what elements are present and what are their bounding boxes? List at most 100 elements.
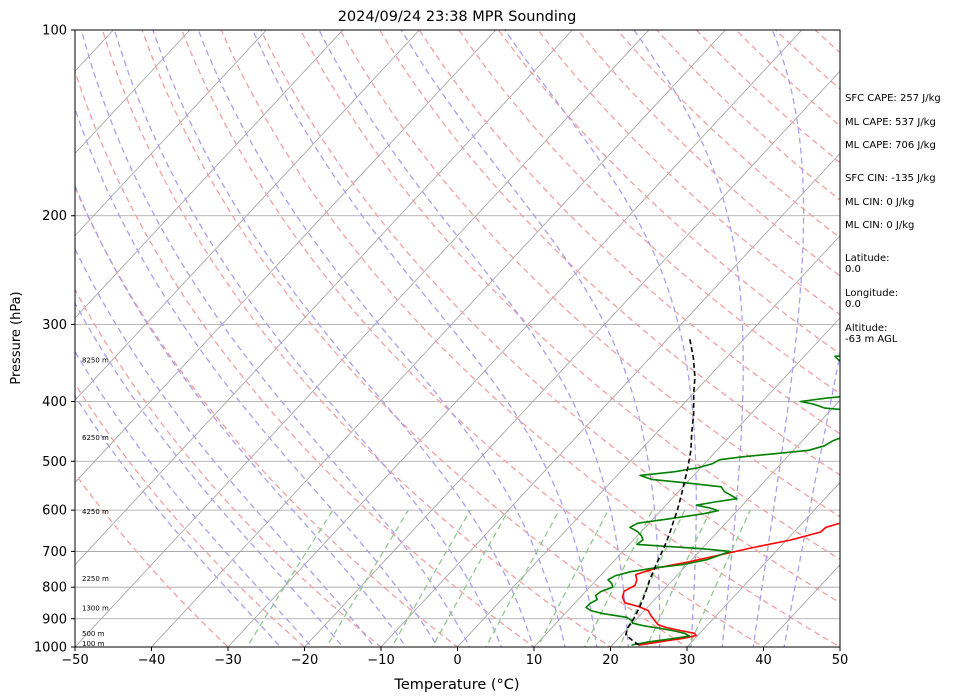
mixing-ratio-3 <box>431 509 510 647</box>
mixing-ratio-2 <box>391 509 471 647</box>
mixing-ratio-8 <box>537 509 609 647</box>
height-labels: 100 m 500 m 1300 m 2250 m 4250 m 6250 m 8250 m <box>82 356 109 648</box>
isotherm--100 <box>75 30 267 237</box>
height-label: 500 m <box>82 630 105 638</box>
moist-adiabat-44 <box>783 351 840 647</box>
mixing-ratio-20 <box>645 509 712 647</box>
y-tick-label: 200 <box>42 209 67 224</box>
moist-adiabat-28 <box>400 30 661 647</box>
temperature-line <box>621 522 840 646</box>
dry-adiabat-30 <box>141 30 689 647</box>
annotation-ml-cin-1: ML CIN: 0 J/kg <box>845 197 915 208</box>
x-tick-label: −20 <box>291 653 318 668</box>
y-tick-label: 300 <box>42 318 67 333</box>
moist-adiabat--8 <box>75 247 376 647</box>
mixing-ratio-1 <box>325 509 409 647</box>
y-tick-label: 600 <box>42 504 67 519</box>
dry-adiabat-10 <box>75 69 536 647</box>
x-tick-label: −40 <box>138 653 165 668</box>
moist-adiabat-36 <box>633 30 744 647</box>
x-tick-label: 20 <box>602 653 619 668</box>
height-label: 1300 m <box>82 604 109 612</box>
dry-adiabat-90 <box>378 30 840 476</box>
y-axis-label: Pressure (hPa) <box>9 291 24 384</box>
mixing-ratio-12 <box>584 509 654 647</box>
y-tick-label: 400 <box>42 395 67 410</box>
x-tick-label: −30 <box>214 653 241 668</box>
height-label: 4250 m <box>82 508 109 516</box>
x-axis-label: Temperature (°C) <box>393 677 519 693</box>
moist-adiabat-4 <box>80 30 471 647</box>
parcel-line <box>624 337 696 646</box>
isotherm--60 <box>75 30 573 566</box>
annotation-altitude: Altitude: -63 m AGL <box>845 323 898 345</box>
isotherm-20 <box>609 399 840 647</box>
x-axis: −50 −40 −30 −20 −10 0 10 20 30 40 50 <box>61 647 848 668</box>
dry-adiabat-20 <box>101 30 612 647</box>
dry-adiabat-50 <box>220 30 840 647</box>
y-tick-label: 1000 <box>34 641 67 656</box>
x-tick-label: 30 <box>679 653 696 668</box>
annotation-ml-cape-1: ML CAPE: 537 J/kg <box>845 117 936 128</box>
chart-title: 2024/09/24 23:38 MPR Sounding <box>338 9 577 25</box>
dry-adiabat-180 <box>735 30 840 127</box>
y-tick-label: 800 <box>42 581 67 596</box>
height-label: 8250 m <box>82 356 109 364</box>
profile-lines <box>585 337 840 646</box>
dry-adiabat-0 <box>75 186 459 647</box>
mixing-ratio-5 <box>485 509 560 647</box>
dewpoint-line <box>585 355 840 646</box>
y-tick-label: 500 <box>42 455 67 470</box>
moist-adiabat--4 <box>75 184 407 647</box>
moist-adiabat-8 <box>113 30 503 647</box>
dry-adiabat--30 <box>75 472 229 647</box>
isotherm--40 <box>150 30 726 647</box>
dry-adiabat--20 <box>75 382 306 647</box>
annotation-ml-cape-2: ML CAPE: 706 J/kg <box>845 140 936 151</box>
x-tick-label: 50 <box>832 653 849 668</box>
y-tick-label: 100 <box>42 24 67 39</box>
dry-adiabat-110 <box>458 30 840 395</box>
height-label: 100 m <box>82 640 105 648</box>
moist-adiabat-32 <box>504 30 697 647</box>
dry-adiabat-40 <box>181 30 765 647</box>
moist-adiabat-24 <box>318 30 629 647</box>
x-tick-label: 0 <box>453 653 461 668</box>
y-tick-label: 900 <box>42 612 67 627</box>
moist-adiabat-0 <box>75 106 439 647</box>
isotherm--50 <box>75 30 650 647</box>
isotherm-30 <box>686 481 840 647</box>
isotherm--20 <box>303 70 840 647</box>
height-label: 2250 m <box>82 575 109 583</box>
moist-adiabat-20 <box>252 30 598 647</box>
y-axis: 1000 900 800 700 600 500 400 300 200 100 <box>34 24 75 656</box>
dry-adiabat-150 <box>616 30 840 239</box>
mixing-ratio-28 <box>688 509 751 647</box>
isotherm--70 <box>75 30 497 484</box>
height-label: 6250 m <box>82 434 109 442</box>
mixing-ratio-16 <box>618 509 686 647</box>
x-tick-label: −50 <box>61 653 88 668</box>
moist-adiabat-12 <box>152 30 534 647</box>
isotherm--80 <box>75 30 420 401</box>
moist-adiabat-40 <box>752 30 805 647</box>
isotherm--30 <box>227 30 803 647</box>
moist-adiabat-16 <box>197 30 566 647</box>
x-tick-label: 40 <box>755 653 772 668</box>
isotherm-0 <box>456 235 840 647</box>
x-tick-label: −10 <box>367 653 394 668</box>
y-tick-label: 700 <box>42 545 67 560</box>
isotherm--10 <box>380 152 840 647</box>
moist-adiabat--20 <box>75 394 282 647</box>
annotation-ml-cin-2: ML CIN: 0 J/kg <box>845 220 915 231</box>
moist-adiabat--12 <box>75 301 344 647</box>
annotation-sfc-cin: SFC CIN: -135 J/kg <box>845 173 936 184</box>
isotherm-10 <box>533 317 840 647</box>
moist-adiabat--16 <box>75 350 313 647</box>
annotation-latitude: Latitude: 0.0 <box>845 253 890 275</box>
isotherm--110 <box>75 30 191 155</box>
dry-adiabat-100 <box>418 30 840 435</box>
isotherm--90 <box>75 30 344 319</box>
annotation-sfc-cape: SFC CAPE: 257 J/kg <box>845 93 941 104</box>
